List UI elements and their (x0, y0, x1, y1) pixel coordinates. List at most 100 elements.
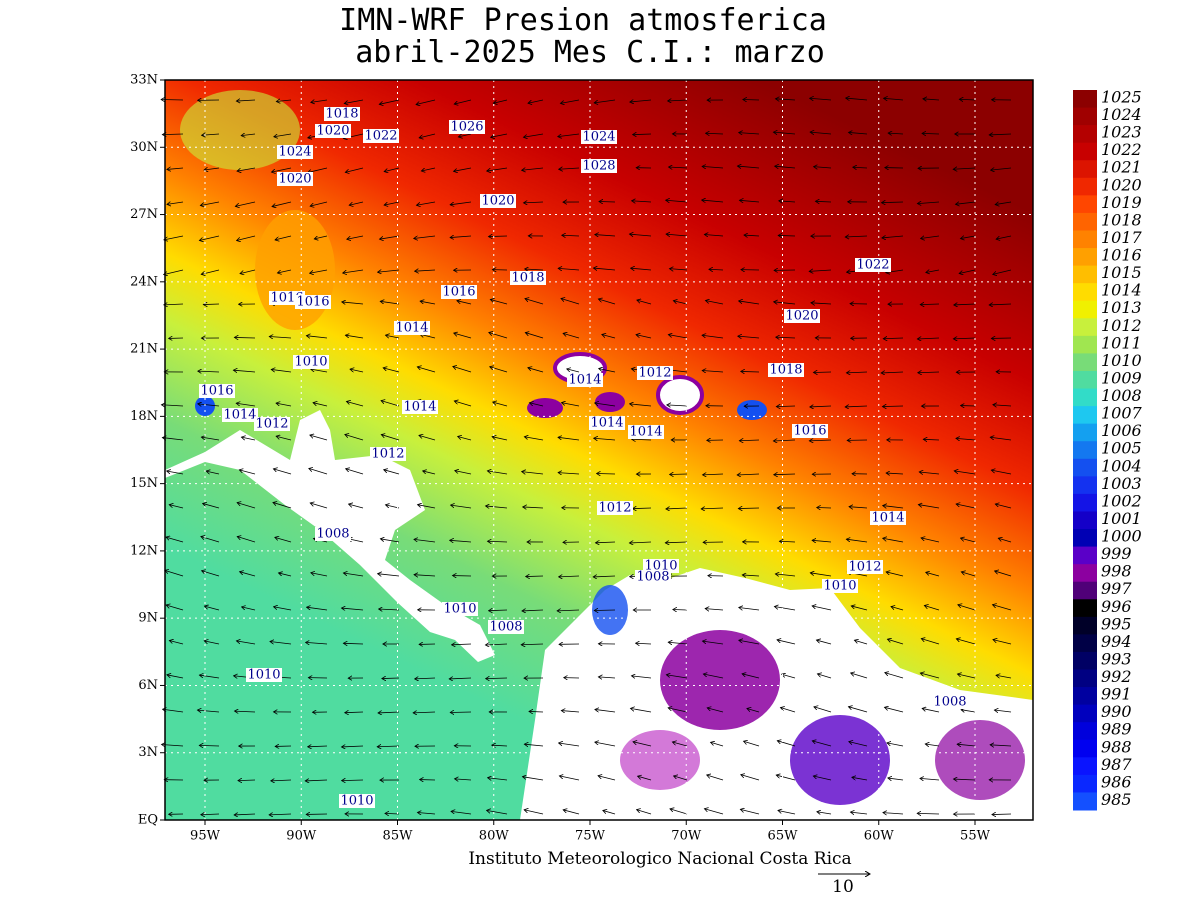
wind-vector (747, 708, 760, 713)
wind-vector (343, 643, 364, 644)
wind-vector (493, 99, 508, 103)
wind-vector (739, 640, 760, 645)
wind-vector (203, 503, 220, 509)
contour-label: 1012 (255, 417, 288, 432)
wind-vector (382, 678, 400, 679)
wind-vector (492, 437, 508, 441)
wind-vector (453, 366, 472, 373)
lat-tick-label: EQ (138, 813, 158, 828)
contour-label: 1020 (316, 124, 349, 139)
wind-vector (274, 133, 292, 137)
colorbar-label: 1023 (1101, 123, 1142, 142)
contour-label: 1010 (644, 559, 677, 574)
wind-vector (702, 641, 724, 645)
wind-vector (631, 676, 652, 678)
footer: Instituto Meteorologico Nacional Costa R… (468, 849, 851, 869)
wind-vector (998, 538, 1012, 543)
wind-vector (773, 440, 796, 441)
wind-vector (349, 504, 364, 509)
wind-vector (738, 508, 760, 509)
wind-vector (449, 678, 472, 679)
contour-label: 1018 (769, 363, 802, 378)
lat-tick-label: 27N (130, 207, 158, 222)
colorbar-cell (1073, 335, 1097, 354)
wind-vector (920, 304, 940, 305)
wind-vector (162, 438, 184, 440)
lat-tick-label: 12N (130, 543, 158, 558)
wind-vector (378, 712, 400, 713)
wind-vector (853, 167, 868, 168)
wind-vector (380, 235, 400, 239)
wind-vector (458, 437, 472, 441)
wind-vector (204, 641, 220, 645)
wind-vector (166, 605, 184, 611)
wind-vector (779, 541, 796, 542)
colorbar-cell (1073, 529, 1097, 548)
wind-vector (702, 200, 724, 202)
wind-vector (345, 167, 364, 172)
wind-vector (202, 134, 220, 135)
wind-vector (919, 472, 940, 474)
wind-vector (921, 236, 940, 239)
wind-vector (563, 810, 580, 815)
wind-vector (849, 742, 868, 747)
lon-tick-label: 75W (575, 829, 606, 844)
wind-vector (197, 710, 220, 712)
wind-vector (846, 98, 868, 100)
contour-label-box (441, 285, 477, 299)
wind-vector (418, 505, 436, 509)
wind-vector (775, 99, 796, 100)
wind-vector (633, 134, 652, 135)
title-line: IMN-WRF Presion atmosferica (339, 3, 827, 38)
wind-vector (269, 337, 292, 338)
wind-vector (167, 202, 184, 204)
wind-vector (742, 575, 760, 576)
wind-vector (815, 201, 832, 202)
colorbar-cell (1073, 458, 1097, 477)
wind-vector (666, 200, 688, 202)
wind-vector (666, 675, 688, 679)
wind-vector (739, 608, 760, 611)
wind-vector (995, 504, 1012, 509)
wind-vector (489, 332, 508, 339)
wind-vector (276, 403, 292, 407)
wind-vector (276, 436, 292, 441)
colorbar-label: 1011 (1101, 333, 1142, 352)
colorbar-label: 987 (1101, 755, 1132, 774)
wind-vector (271, 369, 292, 373)
colorbar-label: 989 (1101, 720, 1132, 739)
wind-vector (529, 403, 544, 407)
wind-vector (665, 542, 688, 543)
wind-vector (957, 674, 976, 679)
wind-vector (278, 573, 292, 577)
wind-vector (345, 335, 364, 339)
wind-vector (917, 202, 940, 204)
wind-vector (848, 707, 868, 713)
wind-vector (204, 606, 220, 611)
wind-vector (961, 538, 976, 543)
colorbar-label: 999 (1101, 544, 1132, 563)
wind-vector (560, 99, 580, 103)
contour-label: 1014 (871, 511, 904, 526)
wind-vector (702, 335, 724, 339)
wind-vector (888, 778, 904, 780)
wind-vector (711, 742, 724, 747)
wind-vector (420, 301, 436, 305)
contour-label: 1020 (278, 172, 311, 187)
wind-vector (241, 437, 256, 441)
colorbar-label: 993 (1101, 649, 1132, 668)
colorbar-cell (1073, 564, 1097, 583)
colorbar-label: 991 (1101, 685, 1132, 704)
map (160, 79, 1034, 825)
wind-vector (272, 201, 292, 207)
wind-vector (742, 674, 760, 679)
wind-vector (957, 744, 976, 746)
wind-vector (705, 609, 724, 610)
wind-vector (774, 606, 796, 611)
wind-vector (672, 742, 688, 747)
wind-vector (705, 301, 724, 305)
contour-label: 1010 (823, 579, 856, 594)
wind-vector (166, 537, 184, 543)
wind-vector (238, 780, 256, 781)
contour-label-box (932, 695, 968, 709)
